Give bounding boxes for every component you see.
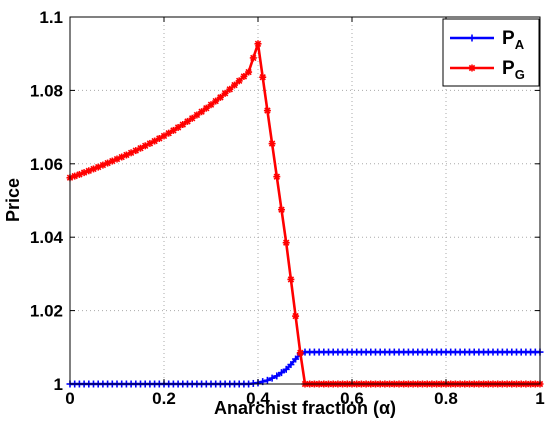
legend-label-subscript: A <box>515 37 525 52</box>
data-point <box>231 81 238 89</box>
data-point <box>263 376 271 384</box>
data-point <box>198 108 206 116</box>
data-point <box>282 239 290 247</box>
data-point <box>179 121 187 129</box>
ticks <box>69 16 541 385</box>
data-point <box>174 123 182 131</box>
plot-frame <box>69 16 541 385</box>
legend-label-main: P <box>502 28 515 49</box>
data-point <box>296 349 304 357</box>
legend-swatch-marker <box>468 64 476 72</box>
legend-label-main: P <box>502 58 515 79</box>
data-point <box>169 126 177 134</box>
data-point <box>249 54 257 62</box>
y-axis-label: Price <box>3 178 23 222</box>
data-point <box>278 206 285 214</box>
data-point <box>226 85 234 93</box>
x-tick-label: 0.8 <box>434 389 458 408</box>
data-point <box>263 107 271 115</box>
data-point <box>184 117 191 125</box>
data-point <box>273 372 281 380</box>
data-point <box>254 40 262 48</box>
x-tick-label: 0.4 <box>246 389 270 408</box>
data-point <box>212 97 220 105</box>
data-point <box>287 275 295 283</box>
y-tick-label: 1.04 <box>30 228 64 247</box>
data-point <box>287 361 295 369</box>
data-point <box>188 114 196 122</box>
data-point <box>292 355 300 363</box>
legend-box <box>442 18 540 87</box>
legend-swatch-marker <box>468 34 476 42</box>
y-tick-labels: 1 1.02 1.04 1.06 1.08 1.1 <box>30 8 64 394</box>
y-tick-label: 1.06 <box>30 155 63 174</box>
x-axis-label: Anarchist fraction (α) <box>214 398 396 418</box>
data-point <box>268 140 276 148</box>
y-tick-label: 1.1 <box>39 8 63 27</box>
data-point <box>273 173 281 181</box>
data-point <box>202 104 210 112</box>
data-point <box>155 134 163 142</box>
data-point <box>245 68 253 76</box>
legend-label: PA <box>502 28 525 52</box>
legend-label-subscript: G <box>515 67 525 82</box>
data-point <box>292 312 300 320</box>
x-tick-label: 0.2 <box>152 389 176 408</box>
data-point <box>193 111 201 119</box>
data-point <box>165 129 173 137</box>
data-point <box>268 374 276 382</box>
data-point <box>235 77 243 85</box>
y-tick-label: 1 <box>54 375 63 394</box>
data-point <box>207 101 215 109</box>
data-point <box>278 369 285 377</box>
x-tick-label: 1 <box>535 389 544 408</box>
legend-label: PG <box>502 58 525 82</box>
series-markers-1 <box>66 40 544 388</box>
y-tick-label: 1.02 <box>30 302 63 321</box>
data-point <box>282 365 290 373</box>
y-tick-label: 1.08 <box>30 81 63 100</box>
x-tick-labels: 0 0.2 0.4 0.6 0.8 1 <box>65 389 544 408</box>
x-tick-label: 0 <box>65 389 74 408</box>
data-point <box>259 73 267 81</box>
data-point <box>240 72 248 80</box>
x-tick-label: 0.6 <box>340 389 364 408</box>
